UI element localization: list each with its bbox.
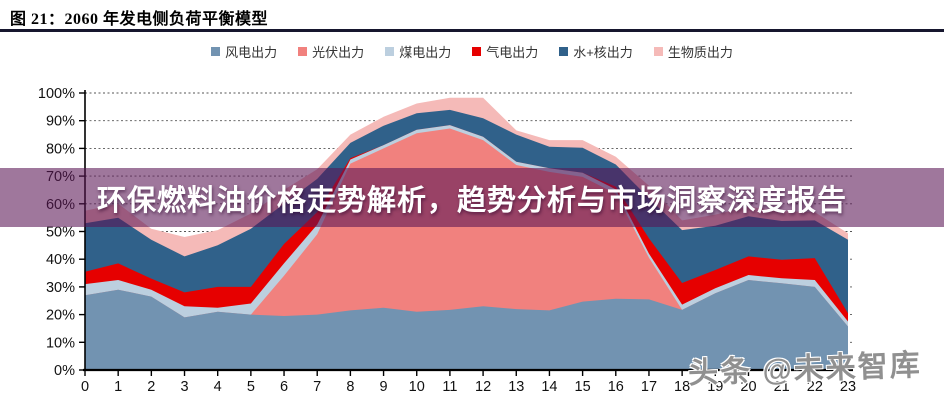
x-axis-label: 16	[608, 379, 624, 395]
x-axis-label: 15	[575, 379, 591, 395]
title-underline	[0, 29, 944, 32]
legend-swatch-biomass	[653, 46, 663, 56]
x-axis-label: 5	[247, 379, 255, 395]
legend-swatch-wind	[211, 46, 221, 56]
x-axis-label: 8	[346, 379, 354, 395]
x-axis-label: 4	[214, 379, 222, 395]
legend-item-coal: 煤电出力	[385, 42, 451, 61]
chart-legend: 风电出力 光伏出力 煤电出力 气电出力 水+核出力 生物质出力	[0, 41, 944, 61]
y-axis-label: 90%	[46, 114, 75, 130]
area-wind	[85, 280, 848, 370]
x-axis-label: 1	[114, 379, 122, 395]
y-axis-label: 100%	[38, 86, 75, 102]
legend-label-nuclear: 水+核出力	[573, 44, 633, 60]
x-axis-label: 12	[475, 379, 491, 395]
legend-swatch-gas	[472, 46, 482, 56]
overlay-banner: 环保燃料油价格走势解析，趋势分析与市场洞察深度报告	[0, 168, 944, 227]
y-axis-label: 10%	[46, 335, 75, 351]
x-axis-label: 23	[840, 379, 856, 395]
y-axis-label: 0%	[54, 363, 75, 379]
legend-label-solar: 光伏出力	[312, 44, 365, 60]
y-axis-label: 40%	[46, 252, 75, 268]
overlay-banner-text: 环保燃料油价格走势解析，趋势分析与市场洞察深度报告	[96, 184, 847, 217]
y-axis-label: 50%	[46, 225, 75, 241]
legend-label-biomass: 生物质出力	[667, 44, 733, 60]
watermark-text: 头条 @未来智库	[687, 348, 923, 391]
legend-swatch-solar	[298, 46, 308, 56]
x-axis-label: 7	[313, 379, 321, 395]
x-axis-label: 2	[147, 379, 155, 395]
legend-item-gas: 气电出力	[472, 42, 538, 61]
y-axis-label: 80%	[46, 141, 75, 157]
x-axis-label: 10	[409, 379, 425, 395]
y-axis-label: 30%	[46, 280, 75, 296]
legend-swatch-nuclear	[559, 46, 569, 56]
figure-title: 图 21：2060 年发电侧负荷平衡模型	[10, 11, 269, 28]
legend-label-gas: 气电出力	[486, 44, 539, 60]
x-axis-label: 13	[508, 379, 524, 395]
x-axis-label: 22	[807, 379, 823, 395]
y-axis-label: 20%	[46, 308, 75, 324]
legend-label-wind: 风电出力	[225, 44, 278, 60]
legend-item-nuclear: 水+核出力	[559, 42, 633, 61]
x-axis-label: 0	[81, 379, 89, 395]
x-axis-label: 21	[774, 379, 790, 395]
legend-label-coal: 煤电出力	[399, 44, 452, 60]
x-axis-label: 20	[740, 379, 756, 395]
x-axis-label: 18	[674, 379, 690, 395]
x-axis-label: 17	[641, 379, 657, 395]
legend-item-wind: 风电出力	[211, 42, 277, 61]
x-axis-label: 19	[707, 379, 723, 395]
legend-item-solar: 光伏出力	[298, 42, 364, 61]
x-axis-label: 14	[541, 379, 557, 395]
x-axis-label: 9	[380, 379, 388, 395]
x-axis-label: 6	[280, 379, 288, 395]
x-axis-label: 3	[180, 379, 188, 395]
x-axis-label: 11	[442, 379, 457, 395]
legend-item-biomass: 生物质出力	[653, 42, 733, 61]
legend-swatch-coal	[385, 46, 395, 56]
